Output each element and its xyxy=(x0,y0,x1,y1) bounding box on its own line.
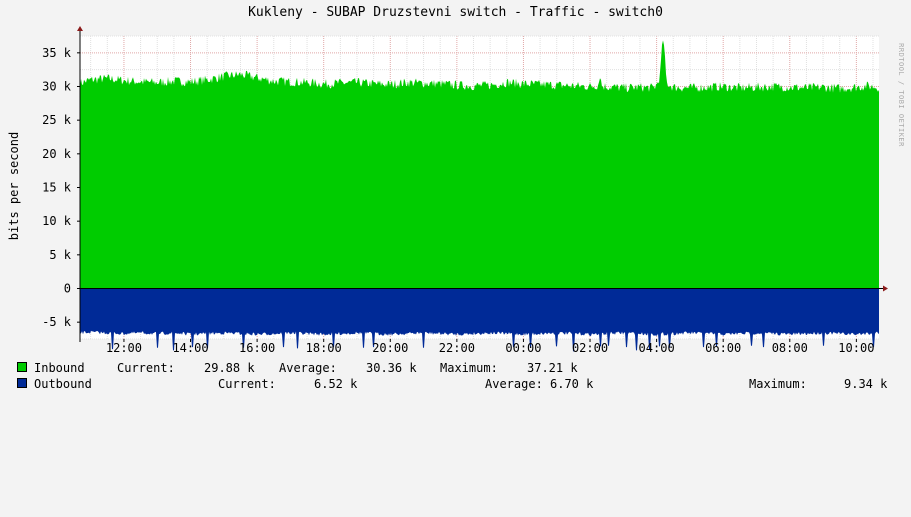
x-tick-label: 02:00 xyxy=(572,341,608,355)
outbound-average-value: 6.70 k xyxy=(550,377,594,391)
chart-title: Kukleny - SUBAP Druzstevni switch - Traf… xyxy=(248,5,663,20)
y-axis-arrow xyxy=(77,26,83,31)
y-tick-label: -5 k xyxy=(42,315,72,329)
outbound-current-value: 6.52 k xyxy=(314,377,358,391)
y-tick-label: 5 k xyxy=(49,248,71,262)
y-tick-label: 10 k xyxy=(42,214,72,228)
y-tick-label: 25 k xyxy=(42,113,72,127)
x-tick-labels: 12:00 14:00 16:00 18:00 20:00 22:00 00:00 02:00… xyxy=(106,341,875,355)
y-tick-labels: 35 k 30 k 25 k 20 k 15 k 10 k 5 k 0 -5 k xyxy=(42,46,72,329)
x-tick-label: 16:00 xyxy=(239,341,275,355)
outbound-maximum-label: Maximum: xyxy=(749,377,807,391)
inbound-average-label: Average: xyxy=(279,361,337,375)
y-tick-label: 30 k xyxy=(42,80,72,94)
outbound-average-label: Average: xyxy=(485,377,543,391)
series-areas xyxy=(80,40,879,352)
y-tick-label: 0 xyxy=(64,282,71,296)
graph-window: Kukleny - SUBAP Druzstevni switch - Traf… xyxy=(0,5,911,391)
x-tick-label: 18:00 xyxy=(306,341,342,355)
series-area-inbound xyxy=(80,40,879,289)
outbound-current-label: Current: xyxy=(218,377,276,391)
x-tick-label: 08:00 xyxy=(772,341,808,355)
x-tick-label: 06:00 xyxy=(705,341,741,355)
y-tick-label: 15 k xyxy=(42,181,72,195)
x-tick-label: 14:00 xyxy=(172,341,208,355)
legend-label-inbound: Inbound xyxy=(34,361,85,375)
legend-row-outbound: Outbound Current: 6.52 k Average: 6.70 k… xyxy=(0,377,911,391)
legend-row-inbound: Inbound Current: 29.88 k Average: 30.36 … xyxy=(0,361,911,375)
axes xyxy=(77,26,888,342)
outbound-maximum-value: 9.34 k xyxy=(844,377,888,391)
x-tick-label: 04:00 xyxy=(639,341,675,355)
inbound-average-value: 30.36 k xyxy=(366,361,417,375)
x-tick-label: 22:00 xyxy=(439,341,475,355)
inbound-maximum-value: 37.21 k xyxy=(527,361,578,375)
outbound-swatch xyxy=(17,378,27,388)
inbound-maximum-label: Maximum: xyxy=(440,361,498,375)
inbound-swatch xyxy=(17,362,27,372)
legend-label-outbound: Outbound xyxy=(34,377,92,391)
x-tick-label: 10:00 xyxy=(838,341,874,355)
inbound-current-label: Current: xyxy=(117,361,175,375)
y-tick-label: 35 k xyxy=(42,46,72,60)
inbound-current-value: 29.88 k xyxy=(204,361,255,375)
x-axis-arrow xyxy=(883,285,888,292)
x-tick-label: 20:00 xyxy=(372,341,408,355)
x-tick-label: 12:00 xyxy=(106,341,142,355)
traffic-chart: 35 k 30 k 25 k 20 k 15 k 10 k 5 k 0 -5 k 12:00 14… xyxy=(42,26,888,355)
y-tick-label: 20 k xyxy=(42,147,72,161)
series-area-outbound xyxy=(80,288,879,352)
x-tick-label: 00:00 xyxy=(505,341,541,355)
